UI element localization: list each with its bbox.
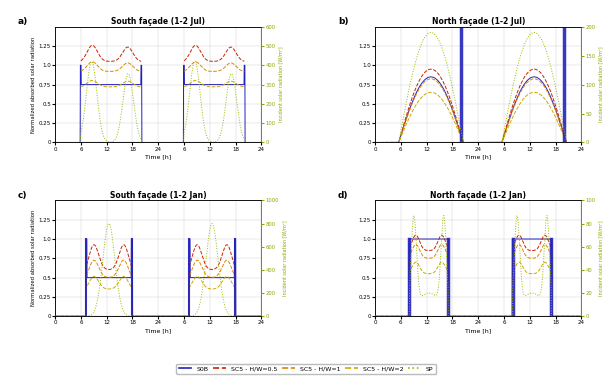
Text: c): c) [18,191,28,200]
Text: b): b) [338,18,348,26]
Y-axis label: Incident solar radiation [W/m²]: Incident solar radiation [W/m²] [282,221,287,296]
Title: North façade (1-2 Jul): North façade (1-2 Jul) [431,17,525,26]
Y-axis label: Incident solar radiation [W/m²]: Incident solar radiation [W/m²] [599,47,603,122]
Title: South façade (1-2 Jan): South façade (1-2 Jan) [110,190,207,200]
Y-axis label: Incident solar radiation [W/m²]: Incident solar radiation [W/m²] [278,47,283,122]
Text: a): a) [18,18,28,26]
X-axis label: Time [h]: Time [h] [465,328,491,333]
Text: d): d) [338,191,348,200]
Y-axis label: Normalized absorbed solar radiation: Normalized absorbed solar radiation [31,37,36,133]
X-axis label: Time [h]: Time [h] [145,328,171,333]
Title: South façade (1-2 Jul): South façade (1-2 Jul) [111,17,205,26]
Title: North façade (1-2 Jan): North façade (1-2 Jan) [430,190,526,200]
Legend: S0B, SC5 - H/W=0.5, SC5 - H/W=1, SC5 - H/W=2, SP: S0B, SC5 - H/W=0.5, SC5 - H/W=1, SC5 - H… [176,364,436,374]
Y-axis label: Incident solar radiation [W/m²]: Incident solar radiation [W/m²] [599,221,603,296]
Y-axis label: Normalized absorbed solar radiation: Normalized absorbed solar radiation [31,210,36,306]
X-axis label: Time [h]: Time [h] [465,154,491,159]
X-axis label: Time [h]: Time [h] [145,154,171,159]
